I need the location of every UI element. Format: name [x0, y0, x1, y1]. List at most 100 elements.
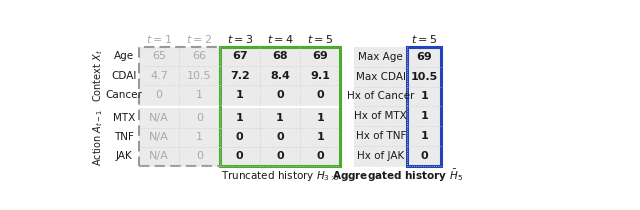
- Bar: [300, 66, 340, 85]
- Text: 0: 0: [276, 132, 284, 142]
- Text: 66: 66: [193, 51, 206, 61]
- Bar: [260, 147, 300, 166]
- Text: 68: 68: [272, 51, 288, 61]
- Bar: [220, 47, 340, 166]
- Bar: [139, 47, 220, 166]
- Bar: [407, 106, 441, 126]
- Text: 1: 1: [420, 131, 428, 141]
- Text: 0: 0: [316, 151, 324, 161]
- Bar: [300, 147, 340, 166]
- Text: 1: 1: [420, 92, 428, 101]
- Bar: [407, 146, 441, 166]
- Text: 1: 1: [316, 132, 324, 142]
- Text: MTX: MTX: [113, 113, 135, 123]
- Bar: [139, 66, 179, 85]
- Bar: [407, 126, 441, 146]
- Text: 8.4: 8.4: [270, 71, 290, 81]
- Text: Age: Age: [114, 51, 134, 61]
- Bar: [260, 47, 300, 66]
- Bar: [179, 108, 220, 128]
- Text: N/A: N/A: [149, 132, 169, 142]
- Bar: [139, 85, 179, 105]
- Bar: [355, 126, 407, 146]
- Bar: [220, 85, 260, 105]
- Text: 1: 1: [196, 90, 203, 100]
- Text: 1: 1: [420, 111, 428, 121]
- Text: 69: 69: [312, 51, 328, 61]
- Bar: [355, 106, 407, 126]
- Text: 65: 65: [152, 51, 166, 61]
- Bar: [300, 85, 340, 105]
- Text: 1: 1: [236, 113, 244, 123]
- Bar: [139, 108, 179, 128]
- Text: CDAI: CDAI: [111, 71, 137, 81]
- Bar: [220, 147, 260, 166]
- Text: $t = 1$: $t = 1$: [146, 33, 172, 45]
- Text: 10.5: 10.5: [187, 71, 212, 81]
- Bar: [179, 147, 220, 166]
- Bar: [139, 147, 179, 166]
- Text: $t = 2$: $t = 2$: [186, 33, 212, 45]
- Bar: [300, 128, 340, 147]
- Text: 9.1: 9.1: [310, 71, 330, 81]
- Bar: [179, 66, 220, 85]
- Text: 0: 0: [236, 132, 243, 142]
- Text: $t = 5$: $t = 5$: [307, 33, 333, 45]
- Text: N/A: N/A: [149, 151, 169, 161]
- Bar: [260, 108, 300, 128]
- Text: 0: 0: [420, 151, 428, 161]
- Bar: [220, 66, 260, 85]
- Bar: [407, 47, 441, 67]
- Text: 1: 1: [236, 90, 244, 100]
- Bar: [407, 47, 441, 166]
- Text: 7.2: 7.2: [230, 71, 250, 81]
- Text: 0: 0: [236, 151, 243, 161]
- Bar: [407, 67, 441, 87]
- Bar: [260, 128, 300, 147]
- Bar: [300, 108, 340, 128]
- Bar: [179, 85, 220, 105]
- Text: Max Age: Max Age: [358, 52, 403, 62]
- Bar: [260, 66, 300, 85]
- Bar: [407, 87, 441, 106]
- Text: $t = 5$: $t = 5$: [411, 33, 437, 45]
- Text: TNF: TNF: [114, 132, 134, 142]
- Text: 0: 0: [196, 113, 203, 123]
- Bar: [355, 87, 407, 106]
- Text: Action $A_{t-1}$: Action $A_{t-1}$: [91, 109, 105, 166]
- Text: Max CDAI: Max CDAI: [356, 72, 406, 82]
- Text: 0: 0: [316, 90, 324, 100]
- Text: N/A: N/A: [149, 113, 169, 123]
- Bar: [139, 47, 179, 66]
- Bar: [179, 128, 220, 147]
- Text: Cancer: Cancer: [106, 90, 143, 100]
- Text: 0: 0: [276, 151, 284, 161]
- Bar: [220, 128, 260, 147]
- Text: 1: 1: [316, 113, 324, 123]
- Text: 4.7: 4.7: [150, 71, 168, 81]
- Bar: [220, 47, 260, 66]
- Text: Truncated history $H_{3:5}$: Truncated history $H_{3:5}$: [221, 169, 339, 183]
- Text: 0: 0: [156, 90, 163, 100]
- Text: Hx of MTX: Hx of MTX: [355, 111, 407, 121]
- Text: $t = 4$: $t = 4$: [267, 33, 293, 45]
- Bar: [139, 128, 179, 147]
- Text: Hx of TNF: Hx of TNF: [355, 131, 406, 141]
- Bar: [355, 146, 407, 166]
- Text: Context $X_t$: Context $X_t$: [91, 49, 105, 102]
- Text: Hx of JAK: Hx of JAK: [357, 151, 404, 161]
- Text: 69: 69: [416, 52, 432, 62]
- Bar: [355, 47, 407, 67]
- Text: 0: 0: [276, 90, 284, 100]
- Text: 1: 1: [276, 113, 284, 123]
- Bar: [220, 108, 260, 128]
- Bar: [355, 67, 407, 87]
- Text: 67: 67: [232, 51, 248, 61]
- Bar: [179, 47, 220, 66]
- Bar: [300, 47, 340, 66]
- Text: Aggregated history $\bar{H}_5$: Aggregated history $\bar{H}_5$: [332, 168, 463, 184]
- Text: 10.5: 10.5: [410, 72, 438, 82]
- Text: 1: 1: [196, 132, 203, 142]
- Text: JAK: JAK: [116, 151, 132, 161]
- Bar: [260, 85, 300, 105]
